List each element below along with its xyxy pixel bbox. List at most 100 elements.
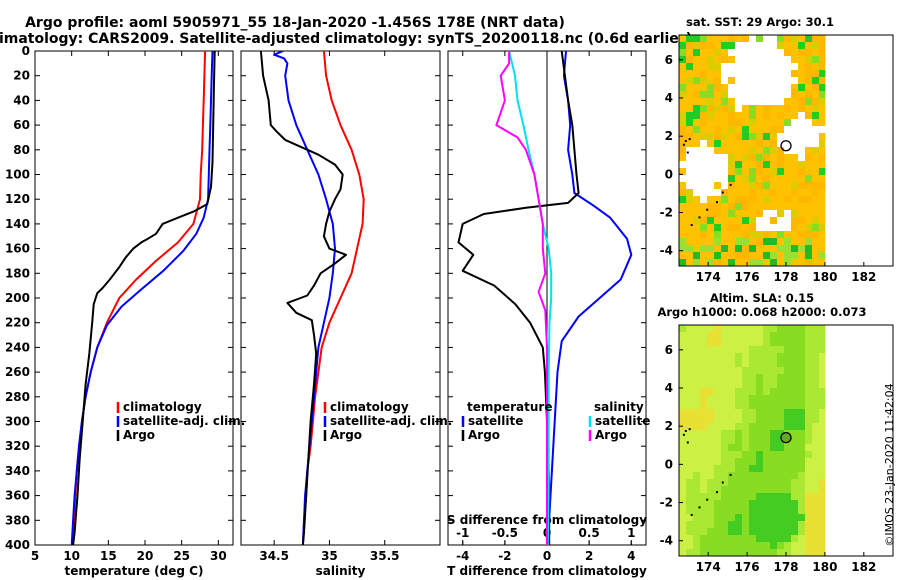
sla-map-cell — [805, 388, 813, 396]
sst-map-cell — [686, 140, 694, 148]
legend-label: satellite-adj. clim. — [123, 414, 245, 428]
sla-map-cell — [707, 332, 715, 340]
sla-map-cell — [728, 374, 736, 382]
sst-map-cell — [777, 224, 785, 232]
sla-map-cell — [791, 479, 799, 487]
sla-map-cell — [777, 507, 785, 515]
sst-map-cell — [819, 231, 826, 239]
sla-map-cell — [721, 381, 729, 389]
sla-map-cell — [721, 416, 729, 424]
salinity-profile-xlabel: salinity — [316, 564, 366, 578]
sst-map-cell — [798, 84, 806, 92]
sla-map-cell — [742, 549, 750, 557]
sla-map-cell — [693, 395, 701, 403]
sla-map-cell — [812, 437, 820, 445]
sla-map-cell — [777, 367, 785, 375]
sst-map-cell — [707, 147, 715, 155]
sla-map-cell — [735, 472, 743, 480]
sla-map-cell — [679, 430, 687, 438]
sst-map-cell — [700, 175, 708, 183]
sla-map-cell — [735, 437, 743, 445]
sst-map-cell — [756, 147, 764, 155]
sla-map-cell — [707, 409, 715, 417]
sst-map-cell — [756, 203, 764, 211]
sla-map-cell — [735, 423, 743, 431]
coast-dot — [686, 151, 689, 154]
sla-map-cell — [721, 521, 729, 529]
sla-map-cell — [791, 339, 799, 347]
sst-map-cells — [679, 35, 826, 267]
sst-map-cell — [686, 49, 694, 57]
sla-map-cell — [819, 479, 826, 487]
sst-map-cell — [756, 252, 764, 260]
sla-map-cell — [714, 437, 722, 445]
sst-map-cell — [700, 126, 708, 134]
sst-map-cell — [756, 224, 764, 232]
sla-map-cell — [742, 402, 750, 410]
sst-map-cell — [679, 105, 687, 113]
sst-map-cell — [735, 105, 743, 113]
sla-map-cell — [714, 360, 722, 368]
sst-map-cell — [721, 56, 729, 64]
sst-map-cell — [735, 119, 743, 127]
sst-map-cell — [770, 238, 778, 246]
sla-map-cell — [721, 479, 729, 487]
sla-map-cell — [721, 325, 729, 333]
sst-map-cell — [700, 133, 708, 141]
sst-map-cell — [693, 84, 701, 92]
sla-map-cell — [819, 423, 826, 431]
sla-map-cell — [749, 367, 757, 375]
sst-map-cell — [770, 252, 778, 260]
sst-map-cell — [777, 182, 785, 190]
figure-title-line2: Climatology: CARS2009. Satellite-adjuste… — [0, 31, 692, 47]
sst-map-cell — [770, 245, 778, 253]
sla-map-cell — [805, 374, 813, 382]
sst-map-cell — [749, 70, 757, 78]
sla-map-cell — [686, 374, 694, 382]
sst-map-cell — [791, 70, 799, 78]
sst-map-cell — [679, 140, 687, 148]
legend-label: Argo — [468, 428, 500, 442]
sla-map-cell — [770, 430, 778, 438]
sla-map-cell — [756, 549, 764, 557]
sst-map-cell — [707, 105, 715, 113]
sla-map-cell — [763, 472, 771, 480]
sst-map-cell — [721, 91, 729, 99]
sst-map-cell — [700, 140, 708, 148]
sla-map-cell — [812, 458, 820, 466]
sst-map-cell — [700, 98, 708, 106]
sst-map-cell — [721, 112, 729, 120]
sla-map-cell — [763, 388, 771, 396]
sla-map-cell — [770, 535, 778, 543]
sla-map-cell — [707, 437, 715, 445]
sla-map-cell — [819, 367, 826, 375]
sla-map-cell — [819, 500, 826, 508]
sla-map-cell — [791, 549, 799, 557]
sst-map-cell — [742, 245, 750, 253]
sla-map-cell — [700, 451, 708, 459]
sst-map-cell — [798, 210, 806, 218]
sst-map-cell — [714, 112, 722, 120]
sla-map-cell — [819, 430, 826, 438]
sla-map-cell — [819, 416, 826, 424]
sla-map-cell — [749, 395, 757, 403]
sla-map-cell — [707, 465, 715, 473]
sst-map-cell — [721, 224, 729, 232]
sla-map-cell — [791, 360, 799, 368]
sst-map-cell — [679, 63, 687, 71]
sla-map-cell — [700, 493, 708, 501]
sla-map-cell — [714, 346, 722, 354]
sla-map-cell — [728, 458, 736, 466]
sst-map-cell — [693, 70, 701, 78]
sst-map-cell — [756, 140, 764, 148]
sla-map-cell — [742, 479, 750, 487]
sla-map-cell — [819, 444, 826, 452]
sst-map-cell — [700, 35, 708, 43]
depth-tick-label: 280 — [5, 390, 30, 404]
sst-map-cell — [756, 161, 764, 169]
sst-map-cell — [686, 126, 694, 134]
sst-map-cell — [742, 182, 750, 190]
sla-map-cell — [742, 528, 750, 536]
sla-map-cell — [686, 528, 694, 536]
